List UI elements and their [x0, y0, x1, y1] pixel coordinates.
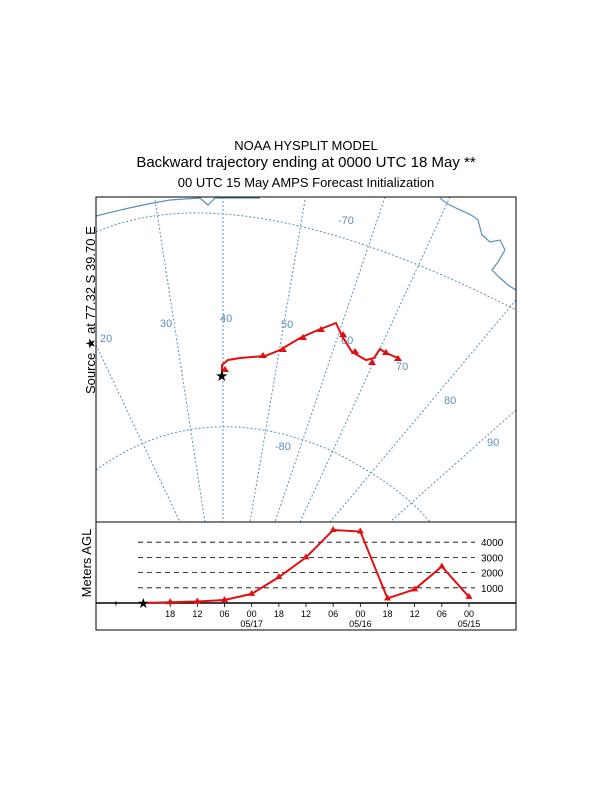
lat-label-80: -80 [275, 441, 291, 453]
height-point [221, 595, 228, 602]
height-point [329, 526, 337, 533]
height-level-label: 1000 [481, 584, 504, 595]
trajectory-marker [351, 348, 359, 354]
time-tick-label: 06 [328, 609, 338, 619]
height-point [166, 598, 174, 605]
latitude-circle-80 [96, 426, 431, 522]
height-point [193, 597, 201, 604]
y-axis-label: Meters AGL [79, 528, 94, 598]
height-point [411, 585, 419, 592]
time-tick-label: 06 [437, 609, 447, 619]
lon-label-40: 40 [220, 313, 232, 325]
source-star-icon: ★ [215, 368, 228, 385]
height-point [465, 592, 473, 599]
height-level-label: 2000 [481, 569, 504, 580]
height-point [438, 562, 446, 569]
meridian-50 [249, 199, 306, 522]
meridian-20 [96, 344, 181, 522]
lat-label-70: -70 [338, 215, 354, 227]
time-tick-label: 12 [410, 609, 420, 619]
lon-label-50: 50 [281, 319, 293, 331]
profile-frame [95, 521, 517, 631]
coastline-right [439, 197, 516, 291]
time-tick-label: 12 [192, 609, 202, 619]
trajectory-marker [221, 366, 229, 372]
height-level-label: 4000 [481, 538, 504, 549]
height-point [356, 527, 364, 534]
trajectory-marker [279, 346, 287, 352]
height-level-label: 3000 [481, 553, 504, 564]
lon-label-20: 20 [100, 333, 112, 345]
time-tick-label: 00 [464, 609, 474, 619]
date-label: 05/17 [240, 619, 263, 629]
lon-label-80: 80 [444, 395, 456, 407]
initialization-subtitle: 00 UTC 15 May AMPS Forecast Initializati… [177, 175, 435, 190]
trajectory-marker [368, 359, 376, 365]
time-tick-label: 18 [382, 609, 392, 619]
trajectory-marker [317, 326, 325, 332]
height-start-star-icon: ★ [137, 595, 150, 611]
trajectory-marker [299, 334, 307, 340]
meridian-90 [389, 409, 516, 522]
trajectory-title: Backward trajectory ending at 0000 UTC 1… [136, 154, 476, 171]
trajectory-marker [259, 352, 267, 358]
time-tick-label: 18 [274, 609, 284, 619]
height-point [302, 553, 310, 560]
trajectory-marker [339, 331, 347, 337]
time-tick-label: 12 [301, 609, 311, 619]
time-tick-label: 00 [355, 609, 365, 619]
height-end-marker: + [113, 599, 119, 610]
date-label: 05/16 [349, 619, 372, 629]
height-point [248, 589, 256, 596]
time-tick-label: 00 [247, 609, 257, 619]
height-trajectory-markers [166, 526, 473, 605]
height-point [384, 594, 391, 601]
lon-label-90: 90 [487, 437, 499, 449]
map-trajectory-line [221, 321, 399, 375]
height-level-lines: 4000 3000 2000 1000 [138, 538, 504, 595]
map-trajectory-markers [221, 326, 402, 372]
meridian-80 [329, 299, 516, 522]
lon-label-30: 30 [160, 318, 172, 330]
trajectory-marker [382, 349, 390, 355]
coastline-top [96, 197, 260, 217]
time-tick-label: 18 [165, 609, 175, 619]
height-point [275, 573, 283, 580]
trajectory-marker [394, 355, 402, 361]
meridian-60 [274, 197, 386, 522]
time-tick-label: 06 [219, 609, 229, 619]
date-label: 05/15 [458, 619, 481, 629]
model-title: NOAA HYSPLIT MODEL [234, 138, 378, 153]
height-trajectory-line [142, 529, 470, 604]
lon-label-70: 70 [396, 361, 408, 373]
